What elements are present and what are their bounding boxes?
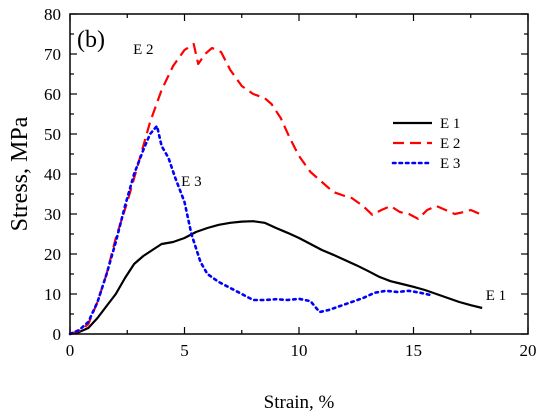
y-tick-label: 20: [44, 245, 61, 264]
series-line-e1: [69, 220, 483, 336]
x-tick-label: 5: [180, 341, 189, 360]
y-tick-label: 80: [44, 5, 61, 24]
panel-label: (b): [77, 27, 105, 53]
legend-label-e1: E 1: [440, 116, 460, 132]
x-tick-label: 20: [520, 341, 537, 360]
annotation-e1: E 1: [486, 288, 506, 304]
x-tick-label: 15: [405, 341, 422, 360]
y-tick-label: 10: [44, 285, 61, 304]
x-tick-label: 10: [291, 341, 308, 360]
y-tick-label: 50: [44, 125, 61, 144]
plot-frame: [69, 13, 529, 335]
x-tick-label: 0: [66, 341, 75, 360]
annotation-e3: E 3: [181, 174, 201, 190]
y-tick-label: 60: [44, 85, 61, 104]
y-tick-label: 70: [44, 45, 61, 64]
axis-ticks: 0 5 10 15 20 0 10 20 30 40 50 60 70 80: [44, 5, 537, 360]
series-line-e2: [69, 42, 481, 336]
y-axis-title: Stress, MPa: [7, 116, 33, 231]
series-line-e3: [68, 124, 431, 336]
legend: E 1 E 2 E 3: [391, 116, 460, 172]
y-tick-label: 30: [44, 205, 61, 224]
x-axis-title: Strain, %: [264, 392, 335, 413]
series-layer: [68, 42, 483, 336]
legend-label-e2: E 2: [440, 136, 460, 152]
y-tick-label: 0: [53, 325, 62, 344]
annotation-e2: E 2: [133, 42, 153, 58]
legend-label-e3: E 3: [440, 156, 460, 172]
annotations: E 2 E 3 E 1: [133, 42, 506, 304]
y-tick-label: 40: [44, 165, 61, 184]
